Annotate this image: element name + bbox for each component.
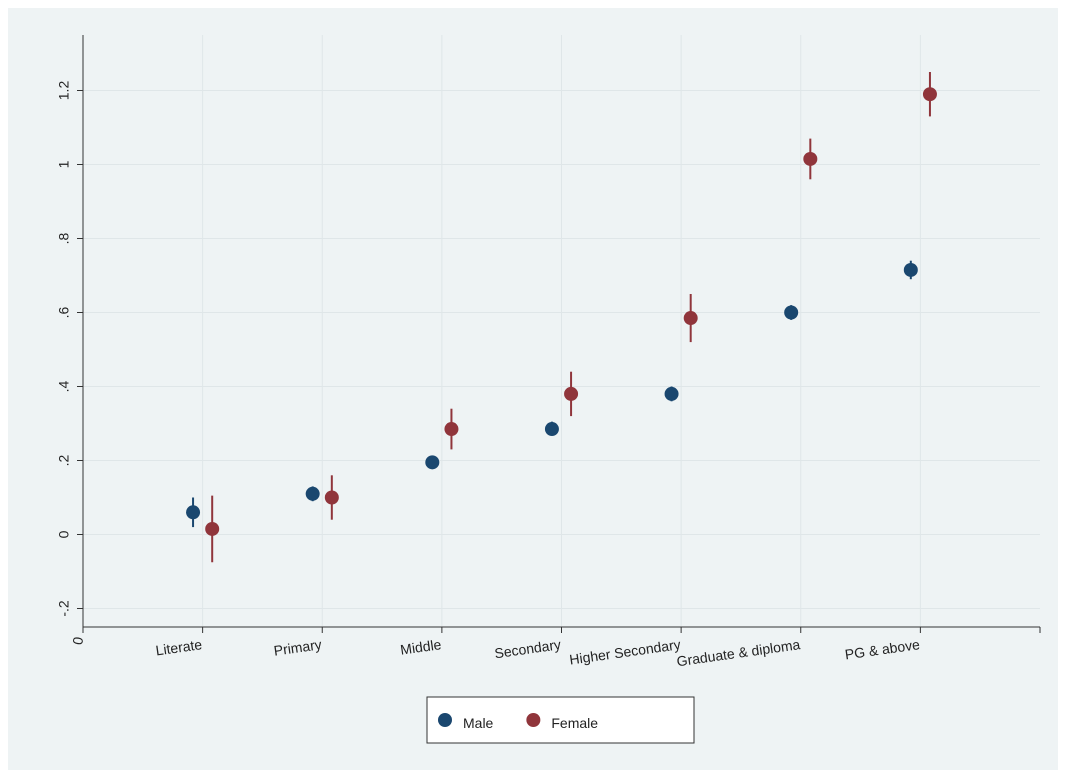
y-tick-label: 1 xyxy=(56,160,72,168)
point xyxy=(903,262,918,277)
y-tick-label: .4 xyxy=(56,380,72,392)
point xyxy=(803,151,818,166)
y-tick-label: .6 xyxy=(56,306,72,318)
y-tick-label: 0 xyxy=(56,530,72,538)
graph-region xyxy=(8,8,1058,770)
legend-marker xyxy=(438,713,452,727)
y-tick-label: -.2 xyxy=(56,600,72,617)
legend-label: Female xyxy=(551,715,598,731)
point xyxy=(922,87,937,102)
point xyxy=(425,455,440,470)
point xyxy=(305,486,320,501)
x-tick-label: Primary xyxy=(273,636,323,659)
point xyxy=(444,422,459,437)
point xyxy=(544,422,559,437)
point xyxy=(186,505,201,520)
legend-box xyxy=(426,696,695,744)
point xyxy=(324,490,339,505)
point xyxy=(683,311,698,326)
legend-marker xyxy=(526,713,541,727)
y-tick-label: .8 xyxy=(56,232,72,244)
y-tick-label: .2 xyxy=(56,454,72,466)
x-tick-label: 0 xyxy=(69,635,86,646)
point xyxy=(784,305,799,320)
point xyxy=(564,386,579,401)
x-tick-label: Literate xyxy=(155,636,204,658)
point xyxy=(664,386,679,401)
x-tick-label: Middle xyxy=(399,636,442,658)
point xyxy=(205,521,220,536)
legend-label: Male xyxy=(463,715,494,731)
y-tick-label: 1.2 xyxy=(56,81,72,101)
